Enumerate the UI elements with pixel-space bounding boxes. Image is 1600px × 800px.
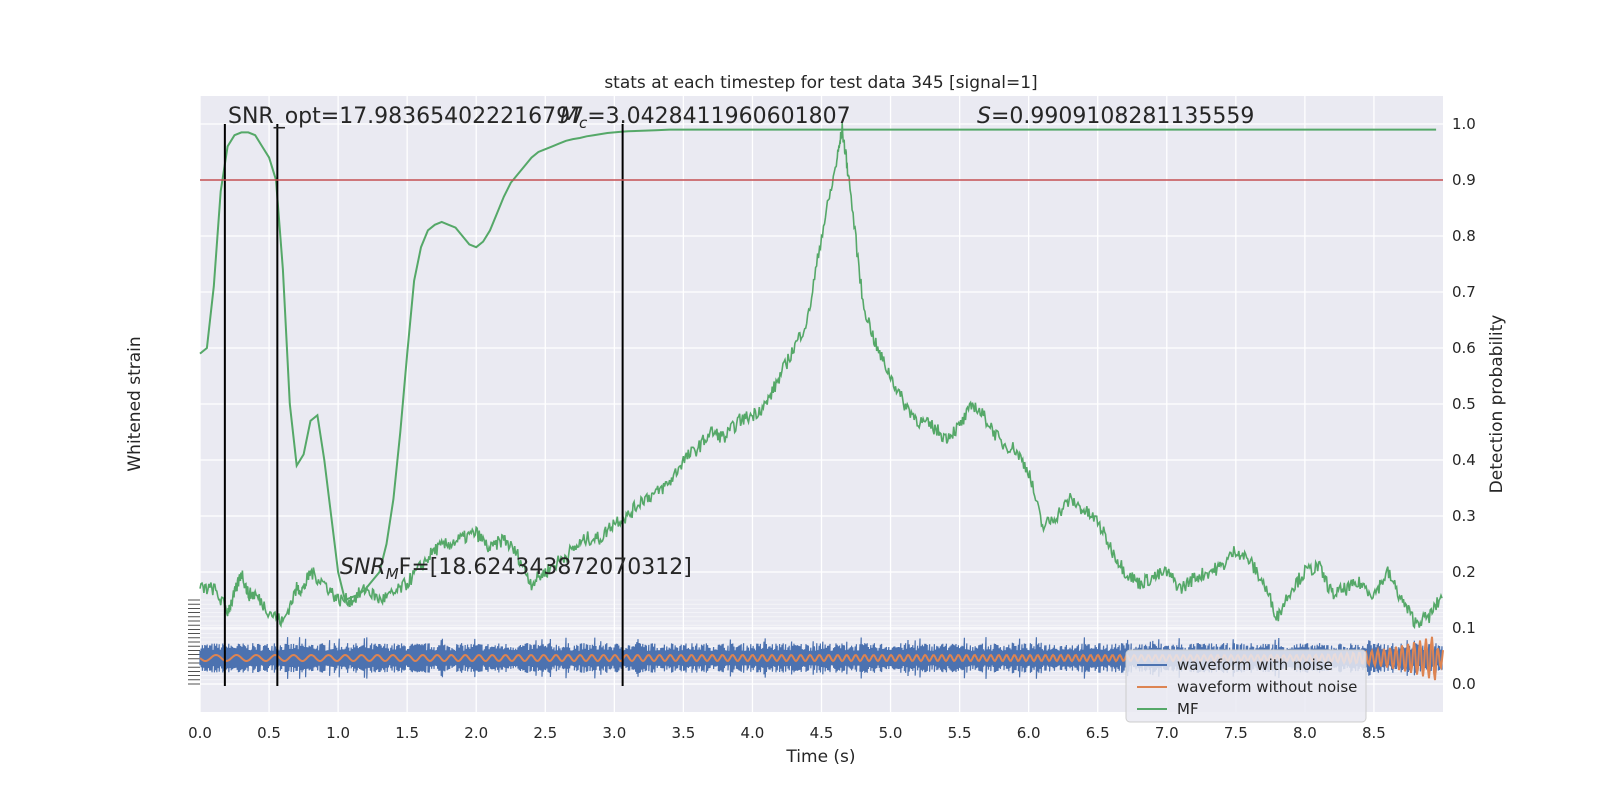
y-tick-label: 0.1 [1452, 619, 1476, 637]
series-mf-smooth [199, 128, 1437, 602]
x-tick-label: 4.5 [810, 724, 834, 742]
y-tick-label: 1.0 [1452, 115, 1476, 133]
y-tick-label: 0.3 [1452, 507, 1476, 525]
series-mf-noisy [199, 123, 1443, 630]
x-tick-label: 8.5 [1362, 724, 1386, 742]
x-tick-label: 5.0 [879, 724, 903, 742]
y-tick-label: 0.8 [1452, 227, 1476, 245]
y-tick-label: 0.7 [1452, 283, 1476, 301]
x-tick-labels: 0.0 0.5 1.0 1.5 2.0 2.5 3.0 3.5 4.0 4.5 5.0 5.5 6.0 6… [188, 724, 1386, 742]
y-tick-label: 0.5 [1452, 395, 1476, 413]
x-tick-label: 1.5 [395, 724, 419, 742]
s-annotation: S=0.9909108281135559 [977, 104, 1254, 129]
vertical-markers [223, 124, 624, 686]
mchirp-annotation: Mc=3.0428411960601807 [560, 104, 851, 132]
snr-mf-annotation: SNRMF=[18.624343872070312] [340, 555, 692, 583]
x-tick-label: 7.5 [1224, 724, 1248, 742]
x-tick-label: 0.0 [188, 724, 212, 742]
x-tick-label: 0.5 [257, 724, 281, 742]
x-tick-label: 3.5 [671, 724, 695, 742]
y-tick-label: 0.4 [1452, 451, 1476, 469]
x-tick-label: 4.0 [741, 724, 765, 742]
legend-label-noise: waveform with noise [1177, 656, 1333, 674]
y-tick-label: 0.2 [1452, 563, 1476, 581]
snr-opt-annotation: SNR_opt=17.983654022216797 [228, 104, 584, 129]
x-tick-label: 5.5 [948, 724, 972, 742]
y-tick-labels-right: 0.0 0.1 0.2 0.3 0.4 0.5 0.6 0.7 0.8 0.9 1.0 [1452, 115, 1476, 693]
x-axis-label: Time (s) [785, 747, 855, 767]
x-tick-label: 8.0 [1293, 724, 1317, 742]
x-tick-label: 6.5 [1086, 724, 1110, 742]
x-tick-label: 6.0 [1017, 724, 1041, 742]
y-tick-label: 0.9 [1452, 171, 1476, 189]
legend-box [1125, 649, 1367, 723]
y-axis-label-left: Whitened strain [125, 336, 145, 471]
legend: waveform with noise waveform without noi… [1125, 649, 1367, 723]
x-tick-label: 1.0 [326, 724, 350, 742]
y-axis-label-right: Detection probability [1487, 315, 1507, 494]
x-tick-label: 2.5 [533, 724, 557, 742]
x-tick-label: 7.0 [1155, 724, 1179, 742]
x-tick-label: 2.0 [464, 724, 488, 742]
legend-label-clean: waveform without noise [1177, 678, 1357, 696]
y-tick-label: 0.0 [1452, 675, 1476, 693]
chart-title: stats at each timestep for test data 345… [604, 73, 1037, 93]
legend-label-mf: MF [1177, 700, 1199, 718]
y-tick-label: 0.6 [1452, 339, 1476, 357]
x-tick-label: 3.0 [602, 724, 626, 742]
